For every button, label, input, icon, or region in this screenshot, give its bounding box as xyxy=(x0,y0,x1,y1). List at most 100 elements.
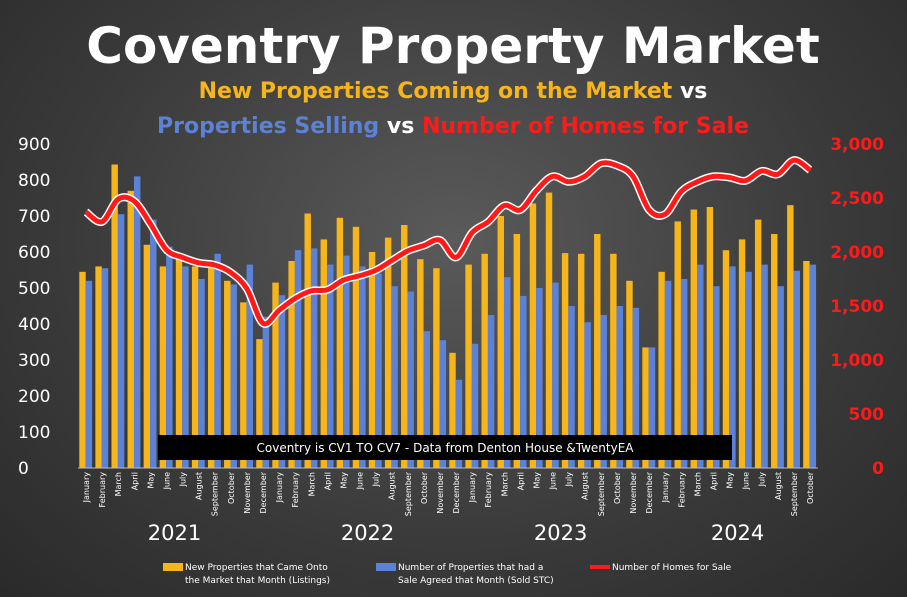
subtitle-part-vs1: vs xyxy=(672,79,707,104)
bar-listings xyxy=(674,221,681,468)
bar-sold-stc xyxy=(713,286,720,468)
bar-listings xyxy=(449,352,456,468)
bar-sold-stc xyxy=(632,307,640,468)
bar-sold-stc xyxy=(680,279,688,468)
bar-listings xyxy=(224,280,231,468)
x-tick-label: April xyxy=(130,472,139,490)
x-tick-label: August xyxy=(581,472,590,500)
homes-for-sale-point xyxy=(101,220,103,223)
y-left-tick-label: 800 xyxy=(18,171,50,191)
bar-listings xyxy=(417,259,424,468)
bar-listings xyxy=(304,213,311,468)
bar-listings xyxy=(754,219,762,468)
homes-for-sale-point xyxy=(390,259,393,262)
bar-sold-stc xyxy=(391,286,398,468)
bar-listings xyxy=(771,234,778,468)
bar-sold-stc xyxy=(568,306,575,468)
bar-sold-stc xyxy=(407,291,414,468)
x-tick-label: September xyxy=(597,471,606,516)
bar-listings xyxy=(127,190,134,469)
x-tick-label: May xyxy=(532,472,541,489)
bar-sold-stc xyxy=(552,282,559,468)
bar-sold-stc xyxy=(455,379,463,468)
homes-for-sale-point xyxy=(374,269,377,272)
legend: New Properties that Came Onto the Market … xyxy=(163,563,732,586)
legend-label: New Properties that Came Onto xyxy=(185,563,328,573)
y-right-tick-label: 2,500 xyxy=(830,189,884,209)
bar-listings xyxy=(320,239,328,468)
bar-sold-stc xyxy=(214,253,221,468)
annotation-background xyxy=(158,435,732,460)
bar-listings xyxy=(207,266,215,468)
bar-listings xyxy=(706,207,714,468)
bar-listings xyxy=(787,205,794,468)
homes-for-sale-point xyxy=(278,309,280,312)
x-tick-label: November xyxy=(629,471,638,513)
x-tick-label: August xyxy=(195,472,204,500)
bar-sold-stc xyxy=(520,295,527,468)
homes-for-sale-point xyxy=(583,175,586,178)
homes-for-sale-point xyxy=(487,220,490,223)
homes-for-sale-point xyxy=(342,279,345,281)
x-tick-label: August xyxy=(774,472,783,500)
homes-for-sale-point xyxy=(567,181,570,183)
bar-sold-stc xyxy=(487,315,495,468)
legend-swatch xyxy=(376,563,396,571)
homes-for-sale-point xyxy=(133,200,136,203)
x-tick-label: October xyxy=(806,471,815,504)
homes-for-sale-point xyxy=(519,209,522,211)
bar-sold-stc xyxy=(85,280,93,468)
x-tick-label: July xyxy=(179,472,188,488)
bar-sold-stc xyxy=(503,277,511,468)
bar-listings xyxy=(626,280,633,468)
x-tick-label: February xyxy=(98,472,107,508)
bar-sold-stc xyxy=(198,279,205,468)
bar-listings xyxy=(288,261,295,468)
bar-listings xyxy=(352,226,360,468)
x-tick-label: June xyxy=(549,472,558,491)
y-right-tick-label: 1,000 xyxy=(830,351,884,371)
bar-listings xyxy=(175,259,183,468)
legend-label: Number of Properties that had a xyxy=(398,563,543,573)
subtitle-part-listings: New Properties Coming on the Market xyxy=(199,79,673,104)
bar-sold-stc xyxy=(294,250,302,468)
annotation-text: Coventry is CV1 TO CV7 - Data from Dento… xyxy=(257,441,635,455)
bar-sold-stc xyxy=(278,295,286,468)
legend-label: Sale Agreed that Month (Sold STC) xyxy=(398,576,554,586)
chart-subtitle-line2: Properties Selling vs Number of Homes fo… xyxy=(157,114,749,139)
homes-for-sale-point xyxy=(503,204,506,207)
x-tick-label: July xyxy=(565,472,574,488)
year-label: 2022 xyxy=(341,521,394,545)
homes-for-sale-point xyxy=(439,239,441,241)
y-left-tick-label: 200 xyxy=(18,387,50,407)
homes-for-sale-point xyxy=(165,249,168,251)
bar-sold-stc xyxy=(262,316,270,468)
legend-swatch xyxy=(163,563,183,571)
x-tick-label: June xyxy=(162,472,171,491)
bar-listings xyxy=(529,203,537,468)
x-tick-label: March xyxy=(500,472,509,496)
bar-listings xyxy=(561,253,569,468)
bar-sold-stc xyxy=(809,264,817,468)
y-left-tick-label: 900 xyxy=(18,135,50,155)
x-tick-label: June xyxy=(742,472,751,491)
bar-sold-stc xyxy=(327,264,334,468)
y-right-tick-label: 3,000 xyxy=(830,135,884,155)
x-tick-label: December xyxy=(645,471,654,513)
bar-listings xyxy=(610,253,617,468)
homes-for-sale-point xyxy=(471,231,473,234)
bar-listings xyxy=(368,252,376,468)
homes-for-sale-point xyxy=(85,211,87,213)
chart-subtitle-line1: New Properties Coming on the Market vs xyxy=(199,79,708,104)
homes-for-sale-point xyxy=(310,290,313,292)
y-left-tick-label: 700 xyxy=(18,207,50,227)
homes-for-sale-point xyxy=(696,181,699,183)
bar-sold-stc xyxy=(150,219,157,468)
bar-sold-stc xyxy=(536,288,543,468)
bar-listings xyxy=(95,266,102,468)
bar-listings xyxy=(803,261,810,468)
bar-listings xyxy=(79,271,86,468)
bar-sold-stc xyxy=(439,340,447,468)
x-tick-label: January xyxy=(661,472,670,504)
